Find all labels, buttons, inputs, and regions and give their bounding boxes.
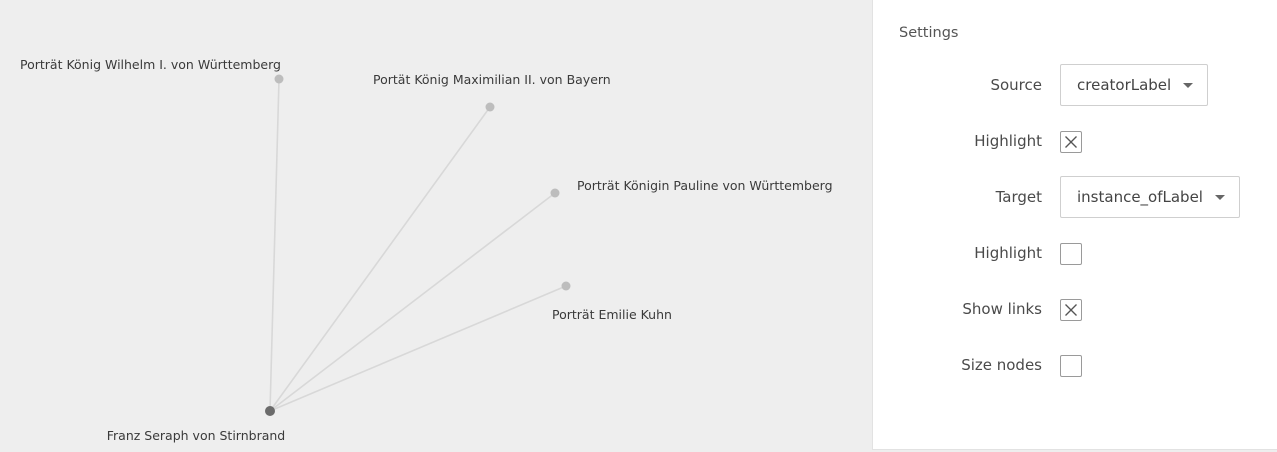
check-x-icon [1065,304,1077,316]
graph-node-label: Porträt König Wilhelm I. von Württemberg [20,57,281,72]
graph-node-label: Portät König Maximilian II. von Bayern [373,72,611,87]
graph-link [269,285,567,412]
network-graph[interactable]: Porträt König Wilhelm I. von Württemberg… [0,0,872,452]
chevron-down-icon [1214,195,1225,200]
show-links-checkbox[interactable] [1060,299,1082,321]
settings-panel: Settings Source creatorLabel Highlight T… [872,0,1277,450]
target-select[interactable]: instance_ofLabel [1060,176,1240,218]
source-highlight-label: Highlight [974,132,1042,150]
graph-nodes: Porträt König Wilhelm I. von Württemberg… [20,57,833,443]
graph-link [269,192,556,412]
graph-node[interactable] [561,281,571,291]
size-nodes-label: Size nodes [961,356,1042,374]
source-select-value: creatorLabel [1077,76,1172,94]
check-x-icon [1065,136,1077,148]
settings-title: Settings [899,25,959,41]
chevron-down-icon [1183,83,1194,88]
graph-node-label: Porträt Königin Pauline von Württemberg [577,178,833,193]
target-select-value: instance_ofLabel [1077,188,1203,206]
graph-node[interactable] [274,74,284,84]
graph-node-label: Porträt Emilie Kuhn [552,307,672,322]
show-links-label: Show links [962,300,1042,318]
graph-link [269,106,491,412]
size-nodes-checkbox[interactable] [1060,355,1082,377]
graph-canvas[interactable]: Porträt König Wilhelm I. von Württemberg… [0,0,872,452]
source-label: Source [990,76,1042,94]
target-label: Target [995,188,1042,206]
target-highlight-label: Highlight [974,244,1042,262]
graph-node[interactable] [265,406,275,416]
graph-node-label: Franz Seraph von Stirnbrand [107,428,285,443]
graph-node[interactable] [485,102,495,112]
graph-node[interactable] [550,188,560,198]
source-select[interactable]: creatorLabel [1060,64,1209,106]
source-highlight-checkbox[interactable] [1060,131,1082,153]
target-highlight-checkbox[interactable] [1060,243,1082,265]
graph-links [269,78,567,412]
graph-link [269,78,280,412]
